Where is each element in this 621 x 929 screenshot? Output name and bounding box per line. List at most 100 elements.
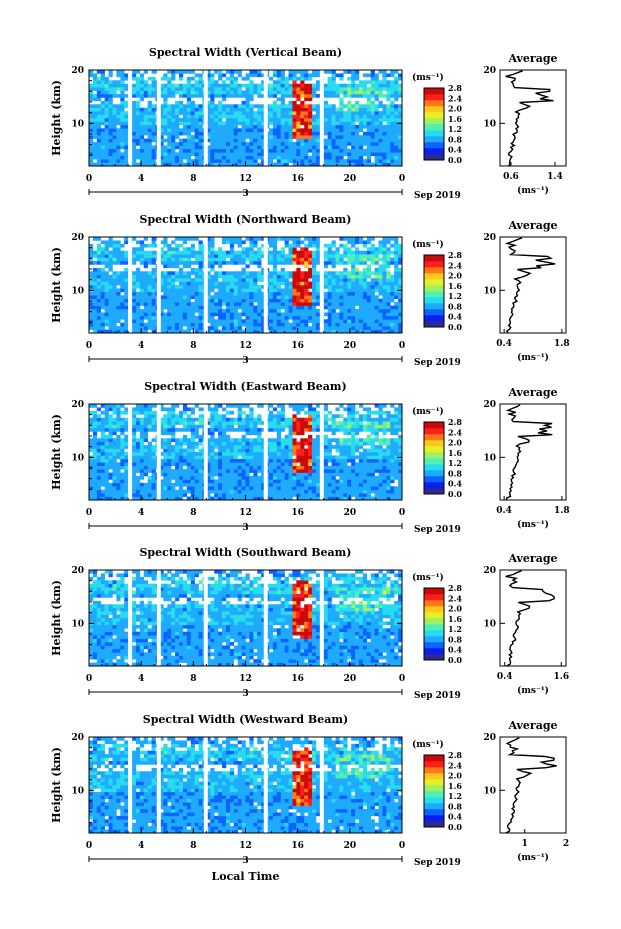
heatmap-cell [347, 281, 352, 286]
heatmap-cell [210, 496, 215, 501]
heatmap-cell [198, 264, 203, 269]
heatmap-cell [100, 114, 105, 119]
heatmap-cell [261, 152, 266, 157]
heatmap-cell [276, 70, 282, 74]
heatmap-cell [108, 250, 113, 255]
heatmap-cell [300, 247, 305, 252]
heatmap-cell [151, 121, 156, 126]
heatmap-cell [296, 70, 301, 74]
heatmap-cell [358, 285, 364, 289]
heatmap-cell [386, 240, 391, 245]
heatmap-cell [104, 261, 109, 265]
heatmap-cell [335, 298, 340, 303]
colorbar-tick-label: 0.4 [448, 145, 462, 155]
heatmap-cell [351, 274, 356, 279]
heatmap-cell [206, 254, 211, 258]
heatmap-cell [186, 424, 192, 429]
heatmap-cell [116, 83, 121, 88]
heatmap-cell [218, 148, 223, 153]
heatmap-cell [229, 458, 235, 463]
heatmap-cell [315, 250, 321, 255]
heatmap-cell [268, 295, 274, 300]
heatmap-cell [257, 104, 262, 109]
heatmap-cell [366, 291, 371, 296]
heatmap-cell [304, 159, 309, 163]
heatmap-cell [288, 281, 293, 286]
heatmap-cell [186, 469, 192, 473]
heatmap-cell [120, 428, 125, 432]
heatmap-cell [178, 479, 184, 484]
heatmap-cell [190, 124, 195, 129]
heatmap-cell [124, 465, 129, 470]
heatmap-cell [214, 407, 219, 412]
heatmap-cell [159, 107, 164, 112]
heatmap-cell [304, 114, 309, 119]
heatmap-cell [96, 142, 102, 146]
heatmap-cell [315, 281, 321, 286]
heatmap-cell [178, 462, 184, 467]
heatmap-cell [253, 83, 258, 88]
heatmap-cell [233, 90, 238, 95]
heatmap-cell [343, 254, 348, 258]
heatmap-cell [355, 107, 360, 112]
heatmap-cell [116, 421, 121, 425]
heatmap-cell [139, 285, 145, 289]
heatmap-cell [268, 118, 274, 122]
heatmap-cell [370, 250, 375, 255]
heatmap-cell [370, 271, 375, 276]
heatmap-cell [163, 482, 168, 487]
heatmap-cell [206, 298, 211, 303]
heatmap-cell [292, 121, 297, 126]
heatmap-cell [104, 87, 109, 91]
heatmap-cell [108, 254, 113, 258]
heatmap-cell [292, 152, 297, 157]
heatmap-cell [218, 472, 223, 477]
heatmap-cell [182, 124, 188, 129]
heatmap-cell [186, 128, 192, 133]
heatmap-cell [163, 291, 168, 296]
heatmap-cell [214, 469, 219, 473]
heatmap-cell [370, 305, 375, 310]
heatmap-cell [351, 142, 356, 146]
heatmap-cell [362, 257, 368, 262]
heatmap-cell [147, 295, 152, 300]
heatmap-cell [229, 274, 235, 279]
heatmap-cell [206, 94, 211, 98]
heatmap-cell [331, 309, 336, 313]
heatmap-cell [394, 326, 399, 330]
heatmap-cell [272, 250, 278, 255]
heatmap-cell [108, 124, 113, 129]
heatmap-cell [292, 326, 297, 330]
heatmap-cell [327, 76, 332, 81]
heatmap-cell [229, 309, 235, 313]
heatmap-cell [100, 278, 105, 282]
heatmap-cell [292, 76, 297, 81]
heatmap-cell [120, 482, 125, 487]
heatmap-cell [163, 145, 168, 150]
heatmap-cell [355, 124, 360, 129]
heatmap-cell [351, 155, 356, 160]
heatmap-cell [143, 131, 148, 136]
heatmap-cell [163, 104, 168, 109]
heatmap-cell [124, 445, 129, 449]
heatmap-cell [182, 87, 188, 91]
heatmap-cell [198, 128, 203, 133]
heatmap-cell [304, 278, 309, 282]
heatmap-cell [374, 302, 379, 306]
heatmap-cell [225, 489, 231, 494]
heatmap-cell [382, 83, 387, 88]
heatmap-cell [257, 70, 262, 74]
heatmap-cell [362, 73, 368, 78]
heatmap-cell [288, 142, 293, 146]
heatmap-cell [233, 124, 238, 129]
heatmap-cell [312, 118, 317, 122]
heatmap-cell [304, 70, 309, 74]
heatmap-cell [339, 135, 344, 139]
heatmap-cell [382, 298, 387, 303]
heatmap-cell [108, 448, 113, 453]
panel-title: Spectral Width (Vertical Beam) [149, 46, 342, 59]
heatmap-cell [398, 274, 403, 279]
heatmap-cell [272, 257, 278, 262]
heatmap-cell [300, 131, 305, 136]
heatmap-cell [135, 298, 141, 303]
